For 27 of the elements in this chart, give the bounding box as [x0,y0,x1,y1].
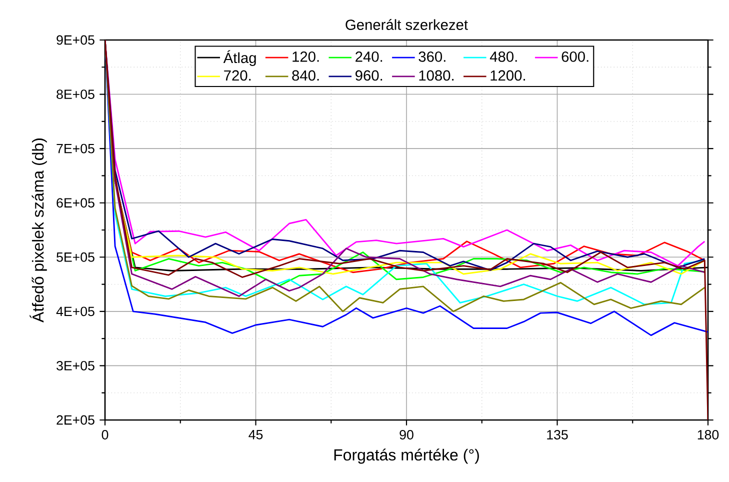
y-tick-label: 8E+05 [56,90,94,99]
legend-label: 600. [562,51,588,62]
legend-label: 120. [292,51,319,62]
legend-label: 240. [356,51,382,62]
x-tick-label: 135 [547,430,568,440]
legend-label: 480. [490,51,517,62]
legend-label: 1080. [419,70,454,81]
legend-label: Átlag [223,50,256,66]
legend-label: 720. [224,70,251,81]
legend-label: 360. [418,51,446,62]
x-tick-label: 180 [698,430,719,440]
y-tick-label: 7E+05 [56,144,94,154]
legend-label: 1200. [490,70,525,81]
x-tick-label: 45 [248,430,263,440]
y-tick-label: 4E+05 [56,306,94,316]
legend-label: 960. [356,70,382,81]
chart-title: Generált szerkezet [346,19,468,30]
y-tick-label: 3E+05 [56,360,94,370]
y-tick-label: 9E+05 [56,35,94,45]
y-tick-label: 5E+05 [56,252,94,262]
x-tick-label: 90 [400,430,414,440]
x-axis-title: Forgatás mértéke (°) [334,448,479,464]
y-tick-label: 2E+05 [56,415,94,425]
y-axis-title: Átfedő pixelek száma (db) [30,138,47,322]
y-tick-label: 6E+05 [56,198,94,208]
legend-label: 840. [292,70,319,81]
x-tick-label: 0 [102,430,108,440]
